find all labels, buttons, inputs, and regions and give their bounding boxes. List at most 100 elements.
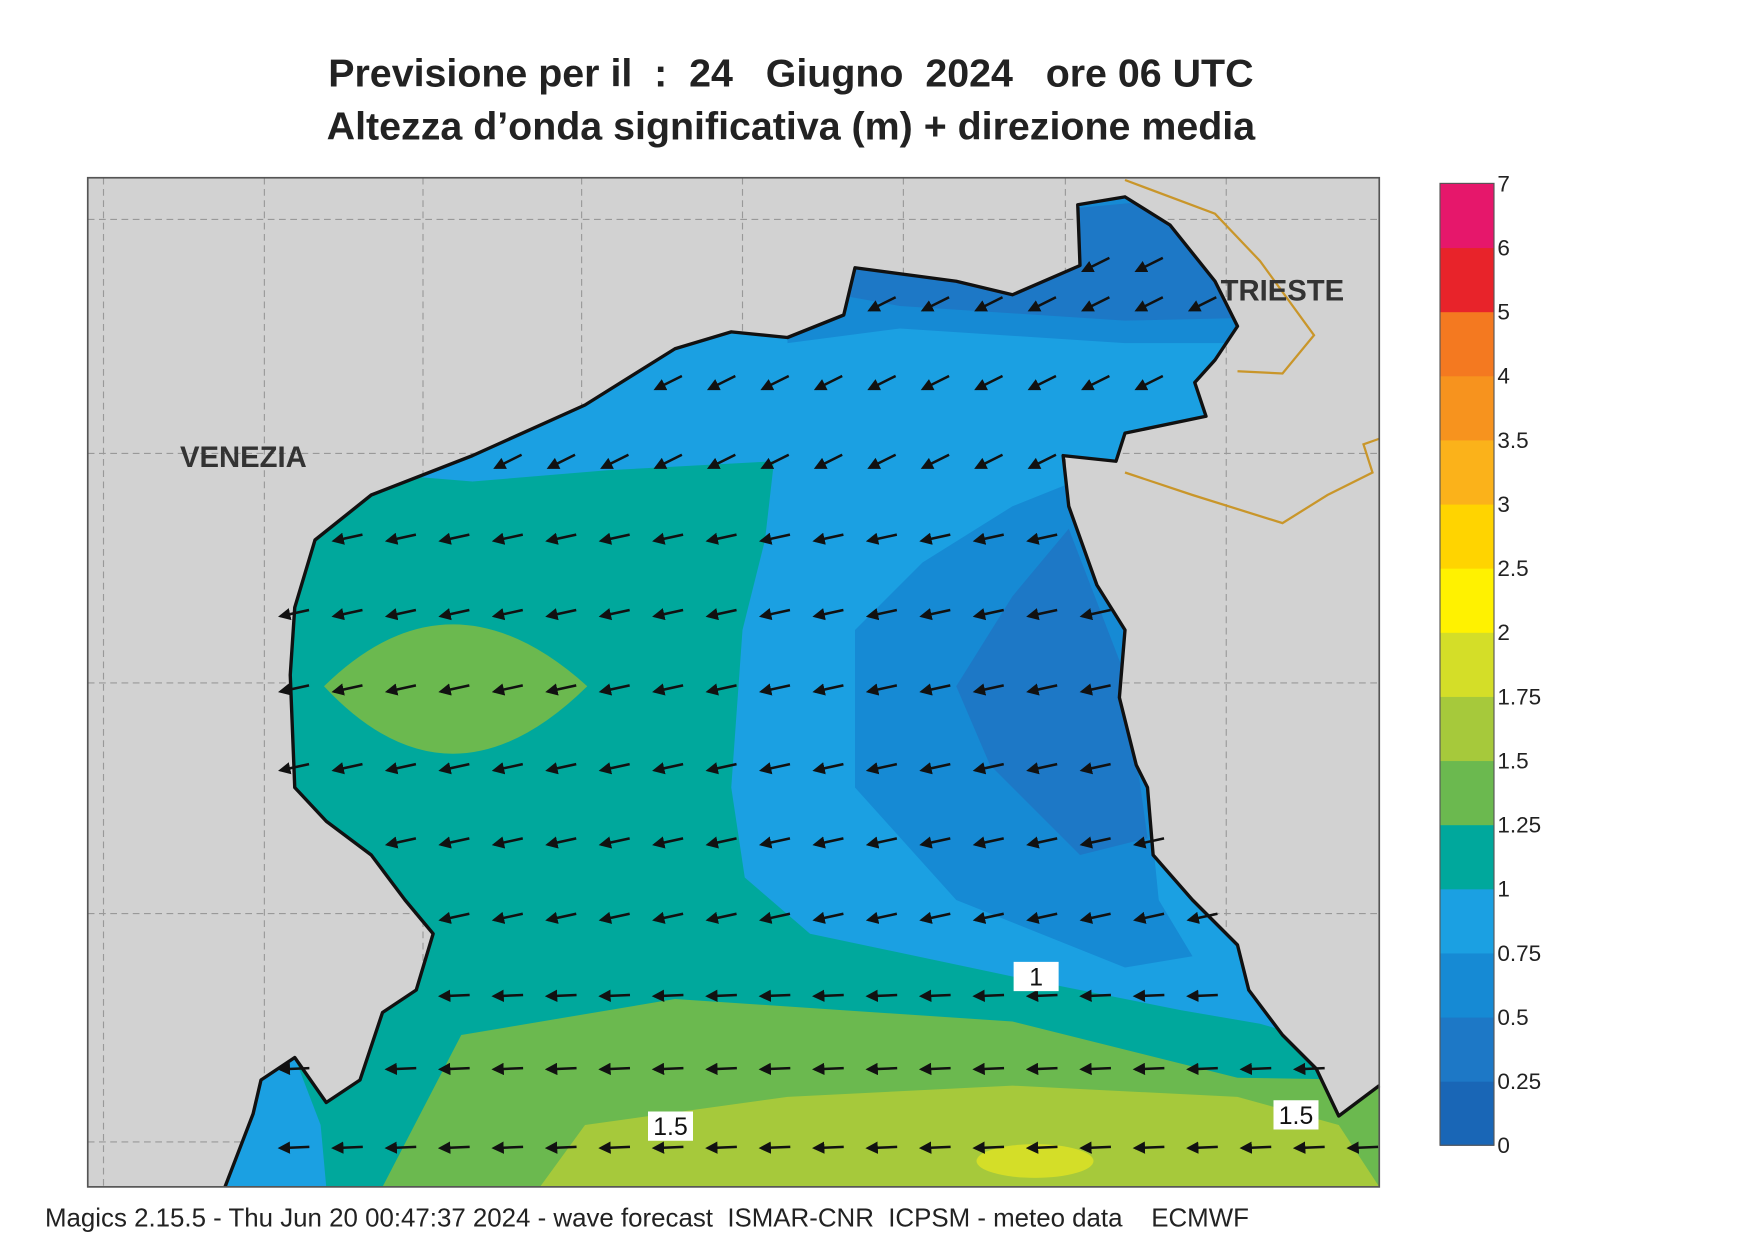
- arrow: [867, 296, 897, 312]
- arrow: [544, 1141, 577, 1154]
- arrow: [1079, 1062, 1111, 1076]
- arrow: [384, 836, 417, 849]
- arrow: [598, 683, 630, 696]
- arrow: [813, 374, 843, 391]
- arrow: [1186, 989, 1218, 1002]
- arrow: [1026, 911, 1058, 924]
- arrow: [972, 532, 1004, 545]
- arrow: [437, 1062, 470, 1076]
- colorbar-swatch: [1440, 824, 1494, 890]
- arrow: [919, 532, 951, 545]
- colorbar-swatch: [1440, 183, 1494, 249]
- arrow: [1026, 762, 1058, 775]
- arrow: [865, 683, 898, 696]
- arrow: [1025, 989, 1058, 1002]
- arrow: [1079, 911, 1111, 924]
- arrow: [491, 836, 524, 849]
- arrow: [331, 608, 363, 621]
- arrow: [812, 1062, 844, 1076]
- arrow: [437, 1141, 470, 1154]
- arrow: [652, 762, 684, 775]
- colorbar-label: 3.5: [1497, 428, 1528, 453]
- arrow: [705, 836, 737, 849]
- colorbar-swatch: [1440, 760, 1494, 826]
- arrow: [919, 836, 951, 849]
- arrow: [812, 1141, 844, 1154]
- arrow: [1186, 1062, 1218, 1076]
- arrow: [544, 1062, 577, 1076]
- place-label: VENEZIA: [180, 442, 307, 474]
- colorbar-label: 1.75: [1497, 684, 1541, 709]
- arrow: [705, 532, 737, 545]
- arrow: [974, 453, 1004, 469]
- arrow: [1187, 296, 1217, 312]
- colorbar-swatch: [1440, 375, 1494, 441]
- arrow: [493, 453, 523, 469]
- arrow: [545, 836, 577, 849]
- arrow: [1081, 374, 1110, 391]
- arrow: [865, 836, 898, 849]
- band-175-2: [976, 1144, 1094, 1178]
- colorbar-swatch: [1440, 311, 1494, 377]
- arrow: [1133, 911, 1165, 924]
- title-line: Previsione per il : 24 Giugno 2024 ore 0…: [328, 52, 1253, 96]
- arrow: [758, 532, 791, 545]
- title-line: Altezza d’onda significativa (m) + direz…: [327, 105, 1257, 149]
- arrow: [972, 911, 1004, 924]
- arrow: [598, 1141, 631, 1154]
- arrow: [974, 374, 1004, 391]
- arrow: [812, 762, 844, 775]
- arrow: [438, 836, 470, 849]
- arrow: [972, 683, 1004, 696]
- arrow: [277, 1062, 310, 1076]
- arrow: [1026, 608, 1058, 621]
- arrow: [1079, 683, 1111, 696]
- arrow: [331, 762, 363, 775]
- arrow: [384, 683, 417, 696]
- arrow: [1079, 836, 1111, 849]
- arrow: [1292, 1062, 1325, 1076]
- arrow: [438, 532, 470, 545]
- arrow: [1081, 296, 1110, 312]
- colorbar-label: 1: [1497, 877, 1510, 902]
- arrow: [491, 989, 524, 1002]
- arrow: [974, 296, 1004, 312]
- arrow: [1079, 762, 1111, 775]
- band-075-1: [225, 1057, 327, 1187]
- arrow: [920, 453, 950, 469]
- arrow: [384, 608, 417, 621]
- arrow: [598, 608, 630, 621]
- arrow: [758, 1062, 791, 1076]
- colorbar-swatch: [1440, 696, 1494, 762]
- arrow: [760, 374, 790, 391]
- arrow: [919, 608, 951, 621]
- arrow: [758, 608, 791, 621]
- arrow: [1186, 911, 1218, 924]
- arrow: [918, 989, 951, 1002]
- arrow: [491, 532, 524, 545]
- arrow: [651, 1062, 684, 1076]
- colorbar-frame: [1439, 182, 1495, 1146]
- arrow: [865, 911, 898, 924]
- arrow: [598, 762, 630, 775]
- contour-label-box: [1013, 961, 1059, 992]
- arrow: [758, 989, 791, 1002]
- colorbar-label: 0.5: [1497, 1005, 1528, 1030]
- arrow: [919, 911, 951, 924]
- arrow: [1025, 1141, 1058, 1154]
- arrow: [1239, 1141, 1272, 1154]
- colorbar-swatch: [1440, 1017, 1494, 1082]
- arrow: [1027, 374, 1057, 391]
- arrow: [919, 683, 951, 696]
- arrow: [652, 683, 684, 696]
- arrow: [972, 836, 1004, 849]
- arrow: [758, 911, 791, 924]
- band-15-175: [540, 1085, 1380, 1187]
- border: [1124, 178, 1316, 375]
- band-025-05: [956, 528, 1148, 855]
- colorbar-swatch: [1440, 504, 1494, 569]
- arrow: [812, 989, 844, 1002]
- arrow: [760, 453, 790, 469]
- arrow: [1134, 296, 1164, 312]
- arrow: [758, 1141, 791, 1154]
